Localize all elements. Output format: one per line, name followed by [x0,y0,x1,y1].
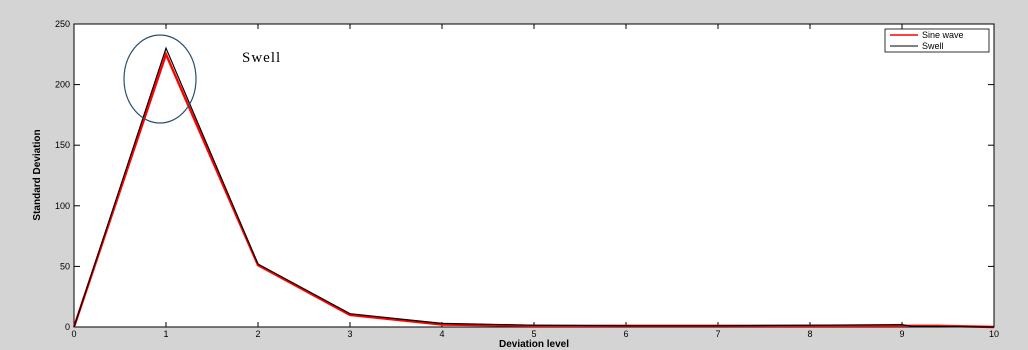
series-group [72,46,995,329]
y-tick-label: 200 [55,80,70,90]
x-tick-label: 1 [163,329,168,339]
x-tick-label: 10 [989,329,999,339]
x-tick-label: 7 [715,329,720,339]
y-tick-label: 150 [55,140,70,150]
series-line-swell [73,46,995,328]
x-tick-label: 3 [347,329,352,339]
y-axis-label: Standard Deviation [32,129,43,220]
swell-annotation: Swell [242,50,281,66]
swell-highlight-circle [123,34,197,124]
x-tick-label: 8 [807,329,812,339]
y-tick-label: 0 [65,322,70,332]
y-tick-label: 100 [55,201,70,211]
x-tick-label: 9 [899,329,904,339]
x-tick-label: 2 [255,329,260,339]
x-tick-label: 4 [439,329,444,339]
legend-label-sine-wave: Sine wave [922,30,964,40]
legend: Sine wave Swell [884,28,990,53]
legend-label-swell: Swell [922,41,944,51]
y-tick-label: 50 [60,261,70,271]
x-tick-label: 6 [623,329,628,339]
plot-area [73,23,995,328]
y-tick-label: 250 [55,19,70,29]
x-tick-label: 0 [71,329,76,339]
x-axis-label: Deviation level [499,339,569,350]
x-tick-label: 5 [531,329,536,339]
